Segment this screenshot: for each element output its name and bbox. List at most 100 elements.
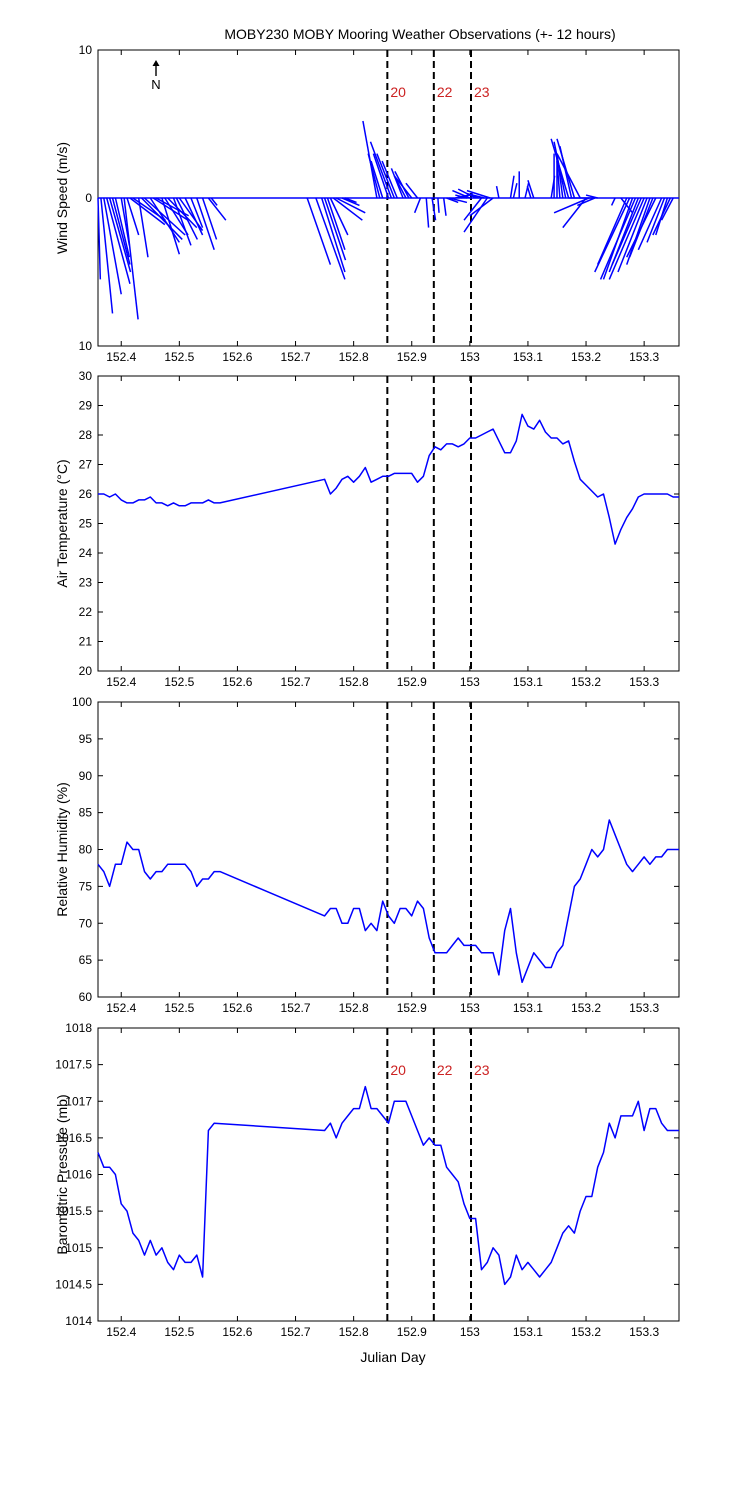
x-tick-label: 152.6 [222,1325,252,1339]
y-tick-label: 22 [79,605,93,619]
wind-vector [210,197,218,206]
wind-vector [315,197,346,280]
wind-vector [111,197,131,265]
x-tick-label: 153.1 [513,1325,543,1339]
x-tick-label: 152.4 [106,1001,136,1015]
marker-label: 22 [437,1062,453,1078]
x-tick-label: 153.2 [571,1325,601,1339]
x-tick-label: 153.2 [571,350,601,364]
x-axis-label: Julian Day [360,1349,425,1365]
wind-vector [97,197,102,280]
y-tick-label: 1018 [65,1021,92,1035]
y-tick-label: 1017.5 [55,1058,92,1072]
x-tick-label: 153.2 [571,1001,601,1015]
x-tick-label: 153.1 [513,350,543,364]
wind-vector [431,197,437,221]
y-tick-label: 1017 [65,1094,92,1108]
relative-humidity-panel: 152.4 152.5 152.6 152.7 152.8 152.9 153 153.1 15… [54,695,680,1015]
wind-vector [509,175,515,199]
y-tick-label: 1016.5 [55,1131,92,1145]
x-tick-label: 152.9 [397,1001,427,1015]
x-tick-label: 152.6 [222,350,252,364]
wind-vector [123,197,139,320]
wind-vector [114,197,131,258]
wind-vector [550,138,570,199]
wind-vector [344,197,357,204]
wind-vector [524,183,530,199]
wind-vector [610,197,616,206]
wind-vector [329,197,349,236]
wind-vector [367,153,381,199]
y-tick-label: 1015 [65,1241,92,1255]
x-tick-label: 153.3 [629,1001,659,1015]
y-tick-label: 65 [79,953,93,967]
x-tick-label: 153 [460,350,480,364]
wind-vector [306,197,332,265]
y-tick-label: 26 [79,487,93,501]
y-tick-label: 70 [79,916,93,930]
y-tick-label: 29 [79,399,93,413]
wind-vector [103,197,122,295]
barometric-pressure-panel: 152.4 152.5 152.6 152.7 152.8 152.9 153 153.1 15… [54,1021,680,1339]
x-tick-label: 152.8 [339,675,369,689]
wind-vector [626,197,657,258]
wind-vector [466,192,485,199]
marker-label: 23 [474,1062,490,1078]
wind-vector [469,194,479,199]
marker-label: 23 [474,84,490,100]
y-tick-label: 1014.5 [55,1277,92,1291]
series-line [97,819,679,984]
x-tick-label: 152.7 [281,675,311,689]
wind-vector [172,197,192,246]
y-tick-label: 25 [79,517,93,531]
y-axis-label: Wind Speed (m/s) [54,142,70,254]
wind-vector [393,175,407,199]
x-tick-label: 152.5 [164,1001,194,1015]
north-indicator: N [151,60,161,92]
wind-vector [335,197,366,214]
wind-vector [126,197,140,236]
marker-label: 20 [390,84,406,100]
x-tick-label: 153.3 [629,1325,659,1339]
x-tick-label: 152.9 [397,675,427,689]
wind-vector [372,153,390,199]
north-label: N [151,77,160,92]
wind-vector [469,197,494,217]
wind-vector [455,194,468,199]
y-axis-label: Barometric Pressure (mb) [54,1094,70,1254]
x-tick-label: 152.4 [106,350,136,364]
x-tick-label: 152.5 [164,675,194,689]
wind-vector [376,153,396,199]
wind-vector [594,197,631,273]
x-tick-label: 152.6 [222,675,252,689]
wind-vector [577,197,596,207]
wind-vector [646,197,666,243]
wind-vector [466,189,491,199]
wind-vector [137,197,149,258]
wind-vector [149,197,180,243]
y-tick-label: 1014 [65,1314,92,1328]
x-tick-label: 152.7 [281,350,311,364]
wind-vector [108,197,132,273]
wind-vector [553,197,590,214]
y-tick-label: 0 [85,191,92,205]
x-tick-label: 153.1 [513,1001,543,1015]
wind-vector [184,197,204,236]
wind-vector [207,197,227,221]
marker-label: 22 [437,84,453,100]
x-tick-label: 153.2 [571,675,601,689]
y-tick-label: 1015.5 [55,1204,92,1218]
plot-frame [97,375,680,672]
wind-vector [332,197,363,221]
wind-vector [161,197,181,255]
x-tick-label: 152.5 [164,1325,194,1339]
y-tick-label: 90 [79,769,93,783]
y-tick-label: 10 [79,43,93,57]
wind-vector [437,197,440,213]
y-tick-label: 80 [79,843,93,857]
y-axis-label: Relative Humidity (%) [54,782,70,917]
y-tick-label: 30 [79,369,93,383]
wind-vector [326,197,346,251]
wind-vector [449,197,468,204]
